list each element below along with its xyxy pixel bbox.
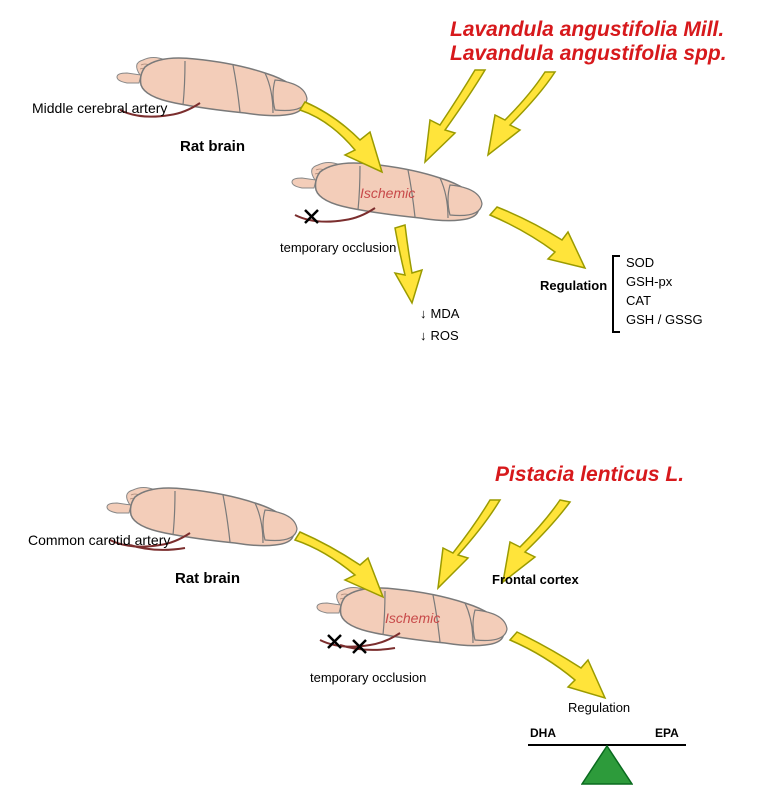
arrow-brain3-to-brain4 xyxy=(295,532,383,597)
regulation-bracket xyxy=(612,255,620,333)
reg-gshpx: GSH-px xyxy=(626,274,672,289)
arrow-title2-a xyxy=(438,500,500,588)
reg-cat: CAT xyxy=(626,293,651,308)
rat-brain-label-1: Rat brain xyxy=(180,138,245,155)
mda-label: MDA xyxy=(420,306,459,321)
regulation-label-1: Regulation xyxy=(540,278,607,293)
title-lavandula-1: Lavandula angustifolia Mill. xyxy=(450,18,724,42)
title-lavandula-2: Lavandula angustifolia spp. xyxy=(450,42,727,66)
arrow-title1-a xyxy=(425,70,485,162)
occlusion-label-1: temporary occlusion xyxy=(280,240,396,255)
arrow-to-mda xyxy=(395,225,422,303)
cca-label: Common carotid artery xyxy=(28,532,170,548)
arrow-to-regulation2 xyxy=(510,632,605,698)
mca-label: Middle cerebral artery xyxy=(32,100,167,116)
balance-fulcrum-outline xyxy=(582,746,632,784)
arrow-title2-b xyxy=(503,500,570,582)
epa-label: EPA xyxy=(655,726,679,740)
occlusion-label-2: temporary occlusion xyxy=(310,670,426,685)
reg-gsh: GSH / GSSG xyxy=(626,312,703,327)
title-pistacia: Pistacia lenticus L. xyxy=(495,463,684,487)
ros-label: ROS xyxy=(420,328,459,343)
reg-sod: SOD xyxy=(626,255,654,270)
regulation-label-2: Regulation xyxy=(568,700,630,715)
arrow-brain1-to-brain2 xyxy=(300,102,382,172)
rat-brain-label-2: Rat brain xyxy=(175,570,240,587)
dha-label: DHA xyxy=(530,726,556,740)
ischemic-label-1: Ischemic xyxy=(360,185,415,201)
frontal-cortex-label: Frontal cortex xyxy=(492,572,579,587)
arrow-to-regulation xyxy=(490,207,585,268)
arrow-title1-b xyxy=(488,72,555,155)
ischemic-label-2: Ischemic xyxy=(385,610,440,626)
